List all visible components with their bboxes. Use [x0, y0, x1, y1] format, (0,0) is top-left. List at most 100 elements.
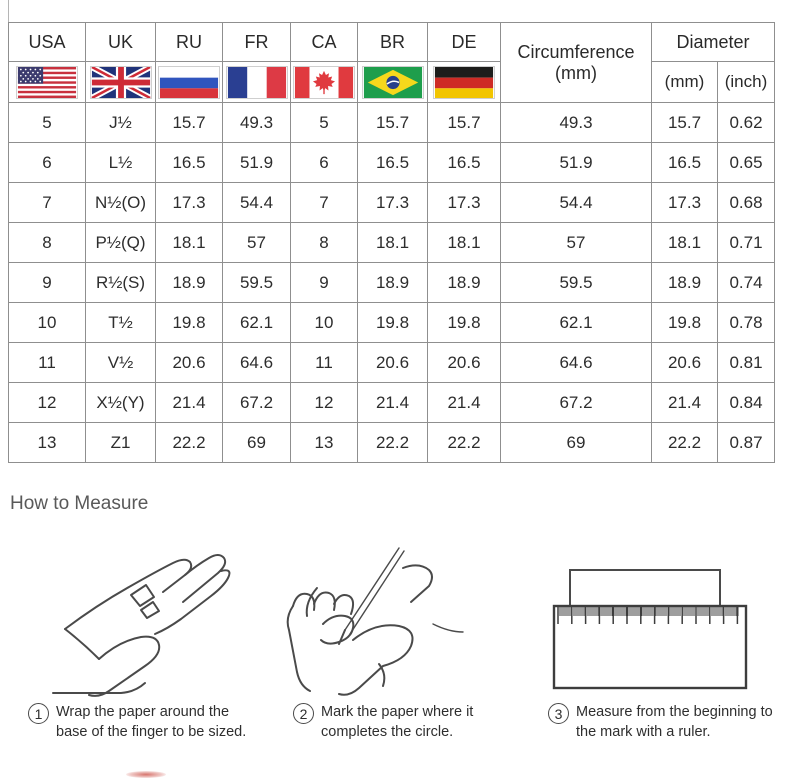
table-cell: P½(Q) [85, 222, 156, 263]
table-cell: 11 [290, 342, 358, 383]
column-header-uk: UK [85, 22, 156, 62]
table-cell: 21.4 [427, 382, 501, 423]
table-row: 9 R½(S) 18.9 59.5 9 18.9 18.9 59.5 18.9 0.74 [8, 262, 775, 303]
header-label-row: USA UK RU FR CA BR DE Circumference (mm)… [8, 22, 775, 103]
table-cell: 49.3 [500, 102, 652, 143]
table-cell: 18.9 [155, 262, 223, 303]
step-3-text-line-1: Measure from the beginning to [576, 704, 773, 720]
table-cell: 59.5 [222, 262, 291, 303]
de-flag-cell [427, 61, 501, 103]
table-cell: 62.1 [500, 302, 652, 343]
table-cell: T½ [85, 302, 156, 343]
table-row: 10 T½ 19.8 62.1 10 19.8 19.8 62.1 19.8 0.78 [8, 302, 775, 343]
table-row: 13 Z1 22.2 69 13 22.2 22.2 69 22.2 0.87 [8, 422, 775, 463]
uk-flag-icon [89, 65, 152, 99]
table-cell: 69 [500, 422, 652, 463]
size-table-body: 5 J½ 15.7 49.3 5 15.7 15.7 49.3 15.7 0.62 6 L½ 16.5 5… [8, 102, 775, 463]
step-3-caption: 3 Measure from the beginning to the mark… [548, 702, 773, 743]
table-cell: N½(O) [85, 182, 156, 223]
ru-flag-icon [158, 65, 220, 99]
br-flag-cell [357, 61, 428, 103]
column-header-fr: FR [222, 22, 291, 62]
table-row: 6 L½ 16.5 51.9 6 16.5 16.5 51.9 16.5 0.65 [8, 142, 775, 183]
table-cell: 20.6 [357, 342, 428, 383]
hand-mark-illustration [283, 528, 483, 700]
table-cell: 0.68 [717, 182, 775, 223]
step-2-caption: 2 Mark the paper where it completes the … [293, 702, 473, 743]
uk-flag-cell [85, 61, 156, 103]
table-cell: 0.87 [717, 422, 775, 463]
table-cell: 9 [8, 262, 86, 303]
table-cell: 8 [290, 222, 358, 263]
table-cell: 67.2 [222, 382, 291, 423]
table-row: 7 N½(O) 17.3 54.4 7 17.3 17.3 54.4 17.3 0.68 [8, 182, 775, 223]
table-cell: J½ [85, 102, 156, 143]
table-row: 8 P½(Q) 18.1 57 8 18.1 18.1 57 18.1 0.71 [8, 222, 775, 263]
step-3-number-badge: 3 [548, 703, 569, 724]
us-flag-icon [16, 65, 78, 99]
table-cell: 0.84 [717, 382, 775, 423]
table-cell: 15.7 [427, 102, 501, 143]
table-cell: 18.9 [651, 262, 718, 303]
table-cell: 5 [290, 102, 358, 143]
table-cell: 62.1 [222, 302, 291, 343]
table-row: 5 J½ 15.7 49.3 5 15.7 15.7 49.3 15.7 0.62 [8, 102, 775, 143]
table-cell: 13 [290, 422, 358, 463]
column-header-diameter: Diameter [651, 22, 775, 62]
column-header-circumference: Circumference (mm) [500, 22, 652, 103]
table-cell: 6 [8, 142, 86, 183]
table-cell: 20.6 [155, 342, 223, 383]
table-cell: 10 [8, 302, 86, 343]
diameter-unit-mm: (mm) [651, 61, 718, 103]
table-cell: 12 [8, 382, 86, 423]
table-cell: 67.2 [500, 382, 652, 423]
table-cell: 8 [8, 222, 86, 263]
column-header-br: BR [357, 22, 428, 62]
table-cell: 0.65 [717, 142, 775, 183]
column-header-de: DE [427, 22, 501, 62]
ruler-body [552, 604, 748, 690]
table-cell: 20.6 [651, 342, 718, 383]
step-1-caption: 1 Wrap the paper around the base of the … [28, 702, 246, 743]
table-cell: V½ [85, 342, 156, 383]
table-cell: 5 [8, 102, 86, 143]
table-cell: 57 [222, 222, 291, 263]
br-flag-icon [361, 65, 424, 99]
table-cell: 16.5 [651, 142, 718, 183]
circumference-label: Circumference [517, 41, 635, 62]
diameter-unit-inch: (inch) [717, 61, 775, 103]
table-cell: 17.3 [357, 182, 428, 223]
cropped-logo-smudge [126, 771, 166, 778]
column-header-ca: CA [290, 22, 358, 62]
table-cell: 18.1 [427, 222, 501, 263]
table-cell: 0.62 [717, 102, 775, 143]
fr-flag-cell [222, 61, 291, 103]
table-left-border-extension [8, 0, 9, 22]
table-cell: 9 [290, 262, 358, 303]
table-cell: 51.9 [500, 142, 652, 183]
table-cell: 69 [222, 422, 291, 463]
table-cell: 59.5 [500, 262, 652, 303]
circumference-unit: (mm) [555, 62, 597, 83]
fr-flag-icon [225, 65, 288, 99]
ca-flag-cell [290, 61, 358, 103]
step-2-text-line-1: Mark the paper where it [321, 704, 474, 720]
table-cell: 49.3 [222, 102, 291, 143]
table-cell: 6 [290, 142, 358, 183]
table-cell: 54.4 [500, 182, 652, 223]
table-row: 12 X½(Y) 21.4 67.2 12 21.4 21.4 67.2 21.4 0.84 [8, 382, 775, 423]
table-cell: X½(Y) [85, 382, 156, 423]
ring-size-table: USA UK RU FR CA BR DE Circumference (mm)… [8, 22, 775, 463]
table-cell: 16.5 [427, 142, 501, 183]
table-cell: 17.3 [427, 182, 501, 223]
table-cell: 18.9 [357, 262, 428, 303]
ca-flag-icon [293, 65, 355, 99]
how-to-measure-title: How to Measure [10, 493, 149, 514]
table-cell: 19.8 [427, 302, 501, 343]
hand-wrap-illustration [35, 533, 280, 698]
table-cell: R½(S) [85, 262, 156, 303]
table-cell: 18.9 [427, 262, 501, 303]
table-cell: 22.2 [651, 422, 718, 463]
table-cell: L½ [85, 142, 156, 183]
table-cell: 19.8 [155, 302, 223, 343]
